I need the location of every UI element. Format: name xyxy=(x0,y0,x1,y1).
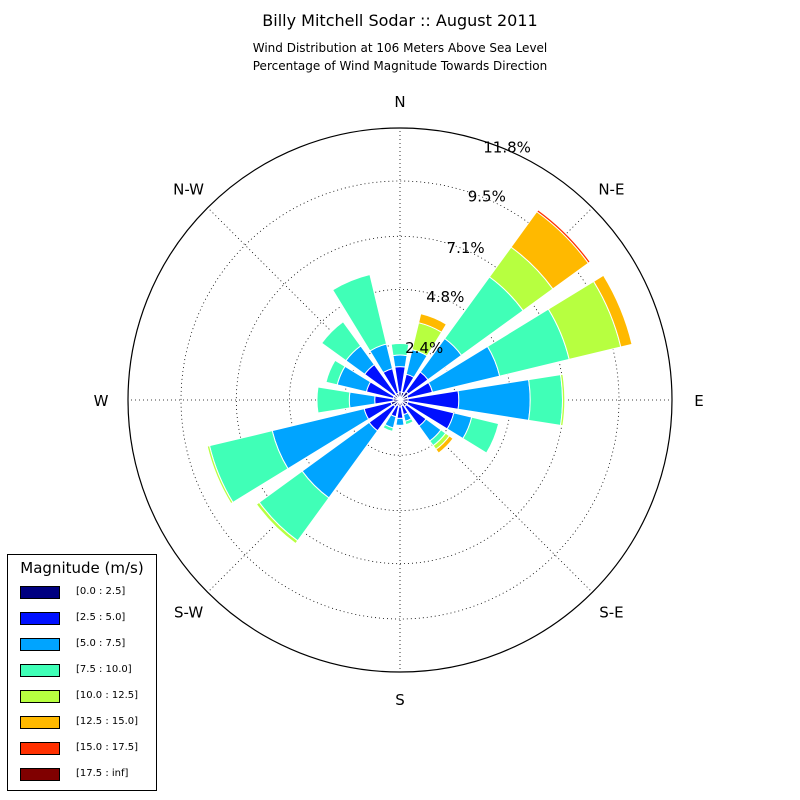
direction-label: N xyxy=(394,93,405,111)
legend-swatch xyxy=(20,664,60,677)
rose-sector xyxy=(390,343,410,357)
legend: Magnitude (m/s) [0.0 : 2.5] [2.5 : 5.0] [5… xyxy=(7,554,157,791)
rose-sector xyxy=(457,379,531,421)
rose-sector xyxy=(404,418,414,426)
legend-label: [10.0 : 12.5] xyxy=(76,690,139,701)
rose-sector xyxy=(592,274,633,348)
legend-label: [2.5 : 5.0] xyxy=(76,612,126,623)
radial-tick-label: 9.5% xyxy=(468,188,506,206)
legend-title: Magnitude (m/s) xyxy=(20,559,144,577)
chart-subtitle-line-1: Wind Distribution at 106 Meters Above Se… xyxy=(252,41,548,55)
legend-swatch xyxy=(20,586,60,599)
direction-label: W xyxy=(94,392,109,410)
legend-swatch xyxy=(20,690,60,703)
circular-gridline xyxy=(180,180,620,620)
radial-tick-label: 11.8% xyxy=(483,139,531,157)
legend-item: [15.0 : 17.5] xyxy=(8,739,156,765)
rose-sector xyxy=(316,386,351,414)
legend-item: [5.0 : 7.5] xyxy=(8,635,156,661)
legend-swatch xyxy=(20,742,60,755)
chart-subtitle-line-2: Percentage of Wind Magnitude Towards Dir… xyxy=(252,59,548,73)
rose-sector xyxy=(559,373,566,427)
legend-label: [0.0 : 2.5] xyxy=(76,586,126,597)
direction-label: N-E xyxy=(598,181,624,199)
legend-item: [10.0 : 12.5] xyxy=(8,687,156,713)
rose-sector xyxy=(462,416,500,454)
rose-sector xyxy=(331,273,388,352)
outer-circle xyxy=(127,127,673,673)
legend-item: [7.5 : 10.0] xyxy=(8,661,156,687)
legend-label: [17.5 : inf] xyxy=(76,768,129,779)
legend-label: [7.5 : 10.0] xyxy=(76,664,132,675)
radial-tick-label: 2.4% xyxy=(405,339,443,357)
direction-label: N-W xyxy=(173,181,204,199)
legend-items: [0.0 : 2.5] [2.5 : 5.0] [5.0 : 7.5] [7.5 : … xyxy=(8,583,156,791)
rose-sector xyxy=(255,501,299,545)
rose-sector xyxy=(382,423,394,433)
rose-sector xyxy=(435,435,454,454)
legend-item: [12.5 : 15.0] xyxy=(8,713,156,739)
rose-sector xyxy=(321,321,362,362)
radial-tick-label: 7.1% xyxy=(447,239,485,257)
legend-swatch xyxy=(20,768,60,781)
legend-swatch xyxy=(20,612,60,625)
legend-label: [15.0 : 17.5] xyxy=(76,742,139,753)
legend-item: [2.5 : 5.0] xyxy=(8,609,156,635)
radial-tick-label: 4.8% xyxy=(426,288,464,306)
direction-label: S-W xyxy=(174,603,203,621)
rose-sector xyxy=(325,359,346,386)
legend-swatch xyxy=(20,716,60,729)
legend-swatch xyxy=(20,638,60,651)
rose-sector xyxy=(395,417,405,426)
rose-sector xyxy=(348,391,376,409)
legend-item: [0.0 : 2.5] xyxy=(8,583,156,609)
chart-title: Billy Mitchell Sodar :: August 2011 xyxy=(262,11,538,30)
legend-label: [5.0 : 7.5] xyxy=(76,638,126,649)
legend-label: [12.5 : 15.0] xyxy=(76,716,139,727)
legend-item: [17.5 : inf] xyxy=(8,765,156,791)
direction-label: S-E xyxy=(599,603,623,621)
rose-sector xyxy=(206,445,234,505)
direction-label: E xyxy=(694,392,703,410)
rose-sector xyxy=(528,374,563,426)
direction-label: S xyxy=(395,691,405,709)
rose-sector xyxy=(418,313,448,333)
rose-sector xyxy=(536,209,591,264)
